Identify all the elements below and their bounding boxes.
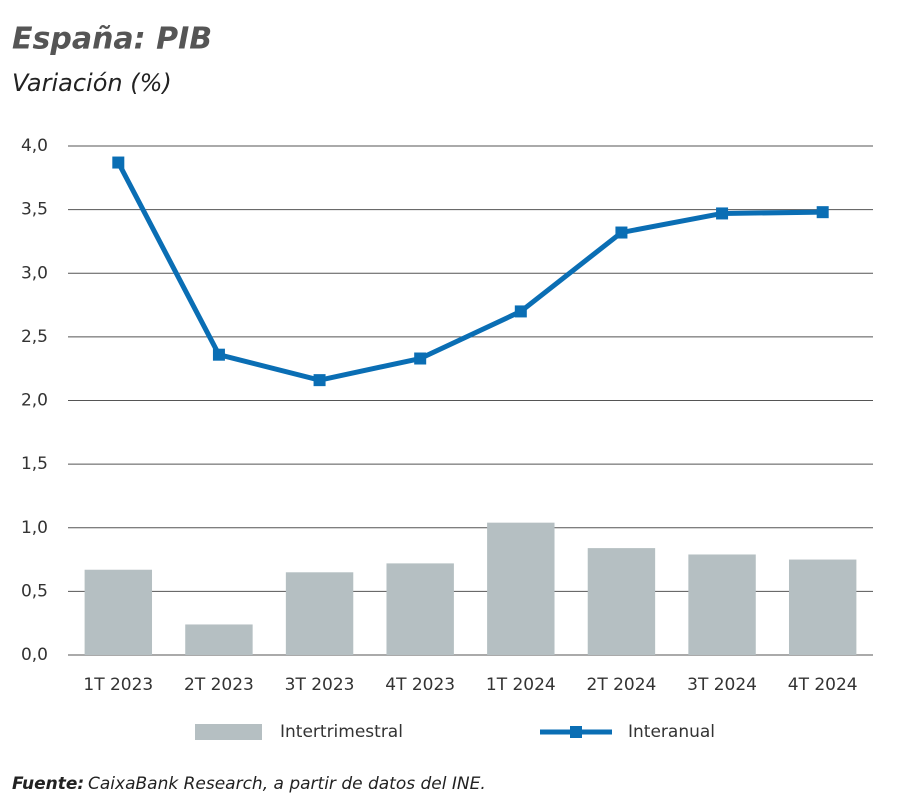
legend-swatch	[570, 726, 582, 738]
line-marker	[816, 206, 829, 219]
y-tick-label: 0,5	[21, 581, 48, 601]
bar	[788, 559, 857, 655]
line-marker	[514, 305, 527, 318]
bar	[185, 624, 253, 655]
x-tick-label: 2T 2023	[184, 675, 254, 695]
x-tick-label: 2T 2024	[587, 675, 657, 695]
bar	[688, 554, 756, 655]
x-tick-label: 1T 2023	[83, 675, 153, 695]
x-tick-label: 1T 2024	[486, 675, 556, 695]
x-tick-label: 4T 2023	[385, 675, 455, 695]
y-tick-label: 3,5	[21, 200, 48, 220]
bar	[84, 569, 153, 655]
line-marker	[112, 156, 125, 169]
bar	[285, 572, 354, 655]
x-tick-label: 3T 2023	[285, 675, 355, 695]
y-tick-label: 2,5	[21, 327, 48, 347]
legend-label: Interanual	[628, 722, 715, 742]
y-tick-label: 0,0	[21, 645, 48, 665]
source-text: CaixaBank Research, a partir de datos de…	[88, 774, 486, 794]
line-marker	[414, 352, 427, 365]
line-marker	[212, 348, 225, 361]
x-tick-label: 3T 2024	[687, 675, 757, 695]
bar	[587, 548, 656, 655]
y-tick-label: 4,0	[21, 136, 48, 156]
legend-label: Intertrimestral	[280, 722, 403, 742]
chart-title: España: PIB	[12, 22, 212, 57]
y-tick-label: 2,0	[21, 391, 48, 411]
bar	[386, 563, 454, 655]
y-tick-label: 1,5	[21, 454, 48, 474]
line	[116, 161, 823, 383]
x-tick-label: 4T 2024	[788, 675, 858, 695]
legend-swatch	[195, 724, 262, 740]
bar	[487, 522, 555, 655]
line-marker	[615, 226, 628, 239]
line-marker	[313, 374, 326, 387]
y-tick-label: 3,0	[21, 263, 48, 283]
y-tick-label: 1,0	[21, 518, 48, 538]
source-label: Fuente:	[12, 774, 84, 794]
chart-subtitle: Variación (%)	[12, 69, 172, 97]
line-marker	[716, 207, 729, 220]
